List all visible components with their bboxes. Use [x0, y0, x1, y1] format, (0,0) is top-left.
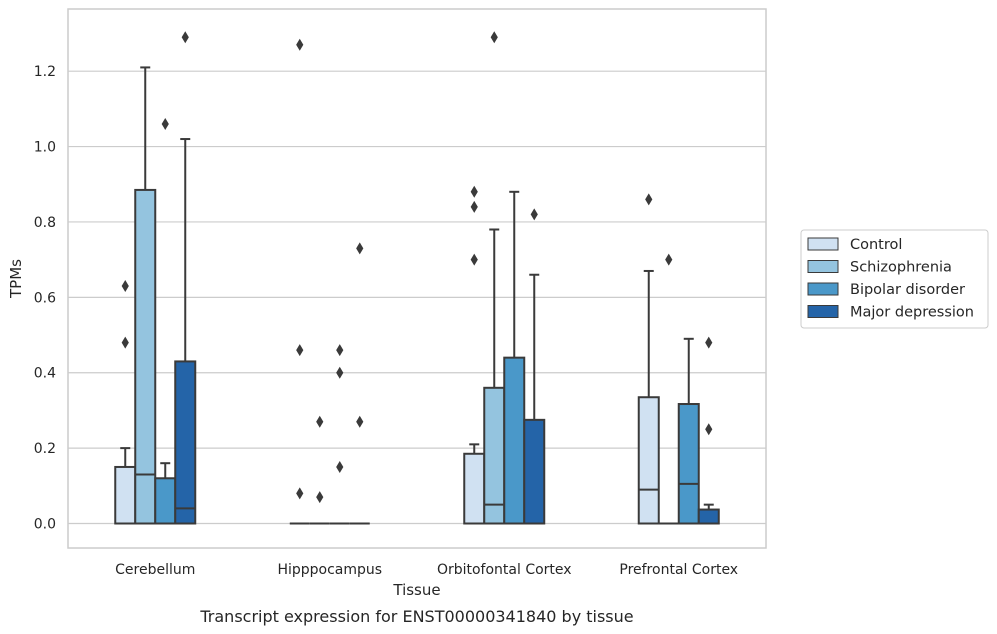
outlier-point	[121, 336, 129, 349]
outlier-point	[316, 491, 324, 504]
grid-layer	[68, 70, 766, 525]
box-major-depression	[349, 242, 370, 525]
outlier-point	[665, 253, 673, 266]
legend-swatch	[807, 237, 839, 251]
box-schizophrenia	[309, 415, 330, 525]
legend-swatch	[807, 305, 839, 318]
box-major-depression	[523, 208, 546, 525]
outlier-point	[705, 423, 713, 436]
box-control	[114, 280, 137, 525]
legend-label: Schizophrenia	[850, 260, 952, 276]
y-axis-title: TPMs	[7, 259, 25, 299]
outlier-point	[490, 31, 498, 44]
outlier-point	[296, 38, 304, 51]
box-control	[289, 38, 310, 525]
outlier-point	[296, 344, 304, 357]
box-major-depression	[697, 336, 720, 525]
box-body	[114, 465, 137, 525]
legend-label: Major depression	[850, 305, 974, 321]
outlier-point	[336, 460, 344, 473]
outlier-point	[705, 336, 713, 349]
y-tick-label: 1.0	[34, 140, 56, 156]
outlier-point	[296, 487, 304, 500]
outlier-point	[316, 415, 324, 428]
box-schizophrenia	[134, 66, 157, 525]
y-tick-label: 0.2	[34, 441, 56, 457]
legend-swatch	[807, 282, 839, 296]
plot-frame	[67, 8, 767, 549]
x-axis-title: Tissue	[392, 581, 440, 599]
y-tick-label: 0.0	[34, 517, 56, 533]
y-tick-label: 0.8	[34, 215, 56, 231]
box-control	[463, 185, 486, 525]
box-body	[697, 508, 720, 525]
x-tick-label: Orbitofontal Cortex	[437, 562, 572, 578]
outlier-point	[336, 344, 344, 357]
outlier-point	[530, 208, 538, 221]
box-bipolar-disorder	[677, 337, 700, 525]
legend-label: Control	[850, 237, 902, 253]
box-bipolar-disorder	[503, 190, 526, 525]
legend: Control Schizophrenia Bipolar disorder Majo…	[800, 229, 989, 329]
box-body	[483, 386, 506, 525]
outlier-point	[470, 253, 478, 266]
box-layer	[114, 31, 720, 525]
y-tick-label: 0.4	[34, 366, 56, 382]
box-body	[463, 452, 486, 525]
box-body	[134, 188, 157, 525]
box-control	[637, 193, 660, 525]
box-body	[503, 356, 526, 525]
box-body	[523, 418, 546, 525]
outlier-point	[356, 415, 364, 428]
x-tick-label: Hipppocampus	[277, 562, 382, 578]
y-tick-label: 0.6	[34, 290, 56, 306]
box-body	[637, 396, 660, 525]
box-schizophrenia	[658, 253, 679, 525]
box-major-depression	[174, 31, 197, 525]
outlier-point	[645, 193, 653, 206]
axis-layer: 0.0 0.2 0.4 0.6 0.8 1.0 1.2 Cerebellum Hipppocam…	[7, 8, 767, 626]
outlier-point	[181, 31, 189, 44]
box-bipolar-disorder	[154, 117, 177, 525]
y-tick-label: 1.2	[34, 64, 56, 80]
outlier-point	[161, 117, 169, 130]
x-tick-label: Cerebellum	[115, 562, 195, 578]
outlier-point	[356, 242, 364, 255]
outlier-point	[470, 185, 478, 198]
outlier-point	[470, 200, 478, 213]
box-body	[154, 477, 177, 525]
legend-swatch	[807, 260, 839, 273]
box-bipolar-disorder	[329, 344, 350, 525]
box-schizophrenia	[483, 31, 506, 525]
box-body	[677, 403, 700, 525]
box-body	[174, 360, 197, 525]
x-tick-label: Prefrontal Cortex	[619, 562, 738, 578]
legend-label: Bipolar disorder	[850, 282, 965, 298]
outlier-point	[121, 280, 129, 293]
chart-title: Transcript expression for ENST0000034184…	[199, 607, 633, 626]
outlier-point	[336, 366, 344, 379]
legend-frame	[800, 229, 989, 329]
